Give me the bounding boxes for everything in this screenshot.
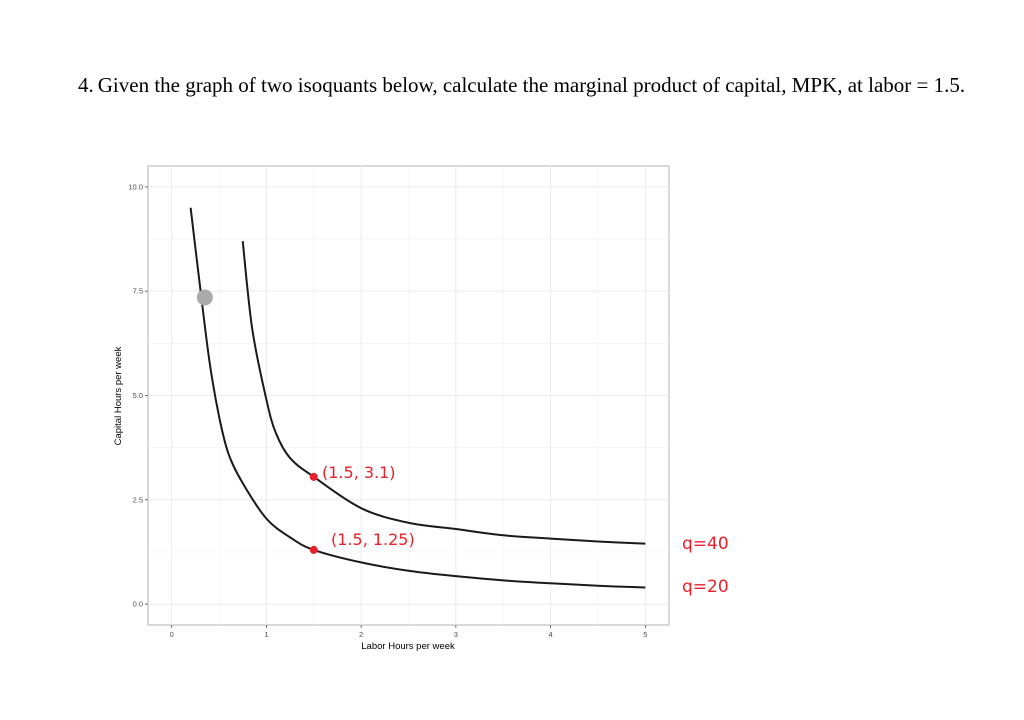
gridlines [148,166,669,625]
annotation-point-q20: (1.5, 1.25) [331,530,415,549]
y-axis-ticks: 0.0 2.5 5.0 7.5 10.0 [128,182,148,609]
cursor-marker [196,289,213,306]
y-axis-title: Capital Hours per week [113,346,124,445]
x-tick-label: 0 [170,630,174,639]
y-tick-label: 0.0 [133,600,143,609]
x-tick-label: 5 [643,630,647,639]
question-number: 4. [78,73,94,97]
x-tick-label: 1 [264,630,268,639]
y-tick-label: 5.0 [133,391,143,400]
x-tick-label: 2 [359,630,363,639]
y-tick-label: 10.0 [128,182,143,191]
highlight-points [196,289,318,554]
isoquant-q-20 [189,207,646,589]
data-point [309,545,318,554]
x-axis-title: Labor Hours per week [361,641,455,652]
isoquant-curves [189,207,646,589]
x-tick-label: 4 [549,630,553,639]
y-tick-label: 2.5 [133,495,143,504]
x-axis-ticks: 0 1 2 3 4 5 [170,625,647,639]
isoquant-q-40 [241,241,646,545]
label-q20: q=20 [682,577,729,597]
label-q40: q=40 [682,534,729,554]
annotation-point-q40: (1.5, 3.1) [322,463,396,482]
question-body: Given the graph of two isoquants below, … [97,73,966,97]
x-tick-label: 3 [454,630,458,639]
y-tick-label: 7.5 [133,287,143,296]
data-point [309,472,318,481]
question-text: 4. Given the graph of two isoquants below… [78,72,978,98]
